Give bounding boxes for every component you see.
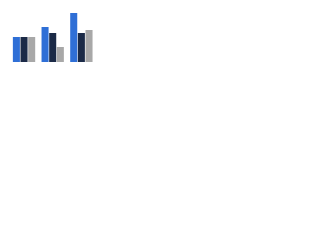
bar [49, 33, 57, 62]
bar [56, 47, 64, 62]
bar [85, 30, 93, 62]
bar [77, 33, 85, 62]
bar [12, 37, 20, 62]
bar [28, 37, 36, 62]
bar [41, 27, 49, 62]
bar [20, 37, 28, 62]
chart [12, 13, 93, 62]
bar [70, 13, 78, 62]
